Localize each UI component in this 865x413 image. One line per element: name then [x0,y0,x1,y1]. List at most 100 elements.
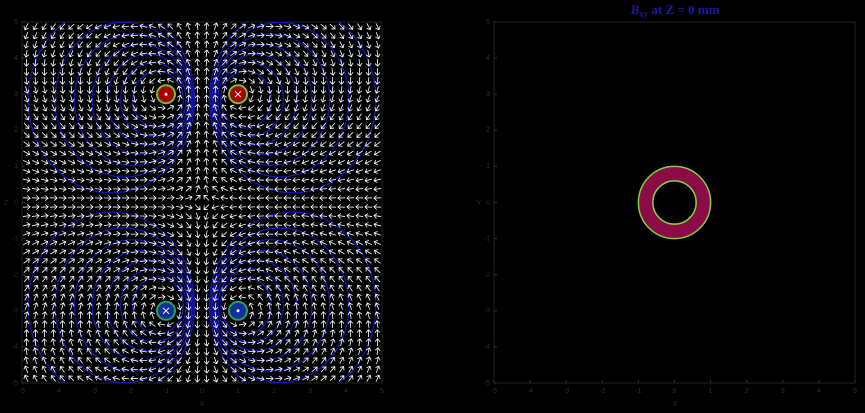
field-arrow [292,204,301,210]
field-arrow [86,311,93,319]
field-arrow [320,122,327,130]
field-arrow [230,23,237,30]
field-arrow [176,267,183,274]
field-arrow [230,32,237,39]
field-arrow [77,357,83,364]
field-arrow [186,257,192,265]
field-arrow [256,60,265,66]
field-arrow [166,77,174,83]
field-arrow [238,231,247,238]
field-arrow [121,357,130,363]
field-arrow [330,356,336,364]
field-arrow [130,258,139,264]
field-arrow [95,150,103,156]
field-arrow [365,293,371,301]
field-arrow [329,95,335,103]
field-arrow [121,141,130,147]
field-arrow [104,42,111,48]
field-arrow [23,347,30,356]
field-arrow [176,231,183,238]
field-arrow [229,131,237,138]
field-arrow [365,49,372,58]
field-arrow [104,59,110,67]
field-arrow [112,177,121,183]
field-arrow [312,347,318,355]
field-arrow [194,221,201,230]
field-arrow [265,150,274,156]
field-arrow [365,86,372,94]
field-arrow [50,375,56,382]
field-arrow [293,348,300,355]
field-arrow [238,167,247,174]
x-tick-label: -3 [563,388,569,395]
field-arrow [222,41,228,48]
field-arrow [104,141,112,147]
field-arrow [130,60,138,66]
x-tick-label: -2 [599,388,605,395]
field-arrow [247,357,256,364]
field-arrow [122,302,129,310]
field-arrow [24,311,30,319]
field-arrow [95,329,101,337]
field-arrow [357,41,363,49]
field-arrow [68,159,76,165]
field-arrow [32,365,38,373]
field-arrow [31,213,40,219]
field-arrow [51,284,57,292]
field-arrow [86,347,92,355]
field-arrow [176,131,183,138]
field-arrow [222,22,228,30]
field-arrow [328,213,337,219]
field-arrow [302,41,309,48]
field-arrow [364,204,373,210]
field-arrow [266,285,273,291]
field-arrow [302,276,309,283]
field-arrow [284,104,290,112]
field-arrow [40,213,49,219]
field-arrow [338,320,345,328]
field-arrow [41,141,48,147]
field-arrow [374,132,381,138]
field-arrow [247,339,256,346]
field-arrow [284,33,292,39]
field-arrow [76,213,85,219]
field-arrow [32,258,39,264]
field-arrow [149,105,156,111]
field-arrow [330,347,336,355]
field-arrow [329,86,336,94]
field-arrow [176,77,182,84]
field-arrow [76,204,85,210]
field-arrow [328,150,336,156]
field-arrow [32,23,38,31]
field-arrow [328,204,337,210]
field-arrow [176,375,182,383]
field-arrow [185,311,192,320]
field-arrow [256,249,265,255]
field-arrow [67,231,76,237]
field-arrow [86,41,93,48]
field-arrow [157,358,165,364]
field-arrow [293,113,299,121]
field-arrow [104,302,111,310]
field-arrow [121,231,130,237]
field-arrow [59,365,65,373]
field-arrow [78,284,84,292]
field-arrow [302,132,309,138]
field-arrow [194,67,201,76]
field-arrow [40,231,49,237]
field-arrow [247,348,256,355]
field-arrow [203,67,210,76]
field-arrow [275,95,282,103]
field-arrow [32,356,38,364]
field-arrow [177,302,183,311]
field-arrow [176,285,183,292]
field-arrow [158,158,166,165]
field-arrow [276,320,282,328]
field-arrow [77,32,84,39]
field-arrow [50,50,56,58]
field-arrow [103,366,111,372]
field-arrow [87,113,93,121]
field-arrow [139,150,148,156]
field-arrow [103,204,112,210]
